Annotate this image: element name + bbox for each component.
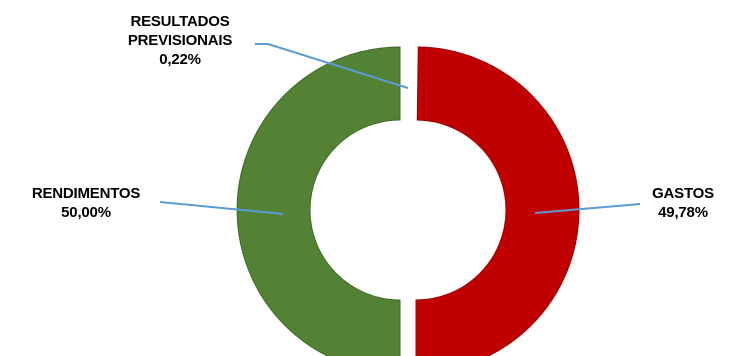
label-resultados-line1: RESULTADOS <box>130 13 230 30</box>
label-gastos-value: 49,78% <box>658 204 708 221</box>
label-resultados-line2: PREVISIONAIS <box>127 32 233 49</box>
label-resultados-previsionais: RESULTADOS PREVISIONAIS 0,22% <box>100 12 260 69</box>
label-rendimentos: RENDIMENTOS 50,00% <box>4 184 168 222</box>
slice-gastos <box>415 46 580 356</box>
leader-line-rendimentos <box>159 201 284 215</box>
label-rendimentos-value: 50,00% <box>61 204 111 221</box>
leader-line-resultados <box>255 43 409 89</box>
leader-line-gastos <box>534 203 641 214</box>
label-gastos-name: GASTOS <box>652 185 714 202</box>
slice-rendimentos <box>236 46 401 356</box>
label-resultados-value: 0,22% <box>159 51 201 68</box>
label-gastos: GASTOS 49,78% <box>636 184 730 222</box>
label-rendimentos-name: RENDIMENTOS <box>31 185 141 202</box>
